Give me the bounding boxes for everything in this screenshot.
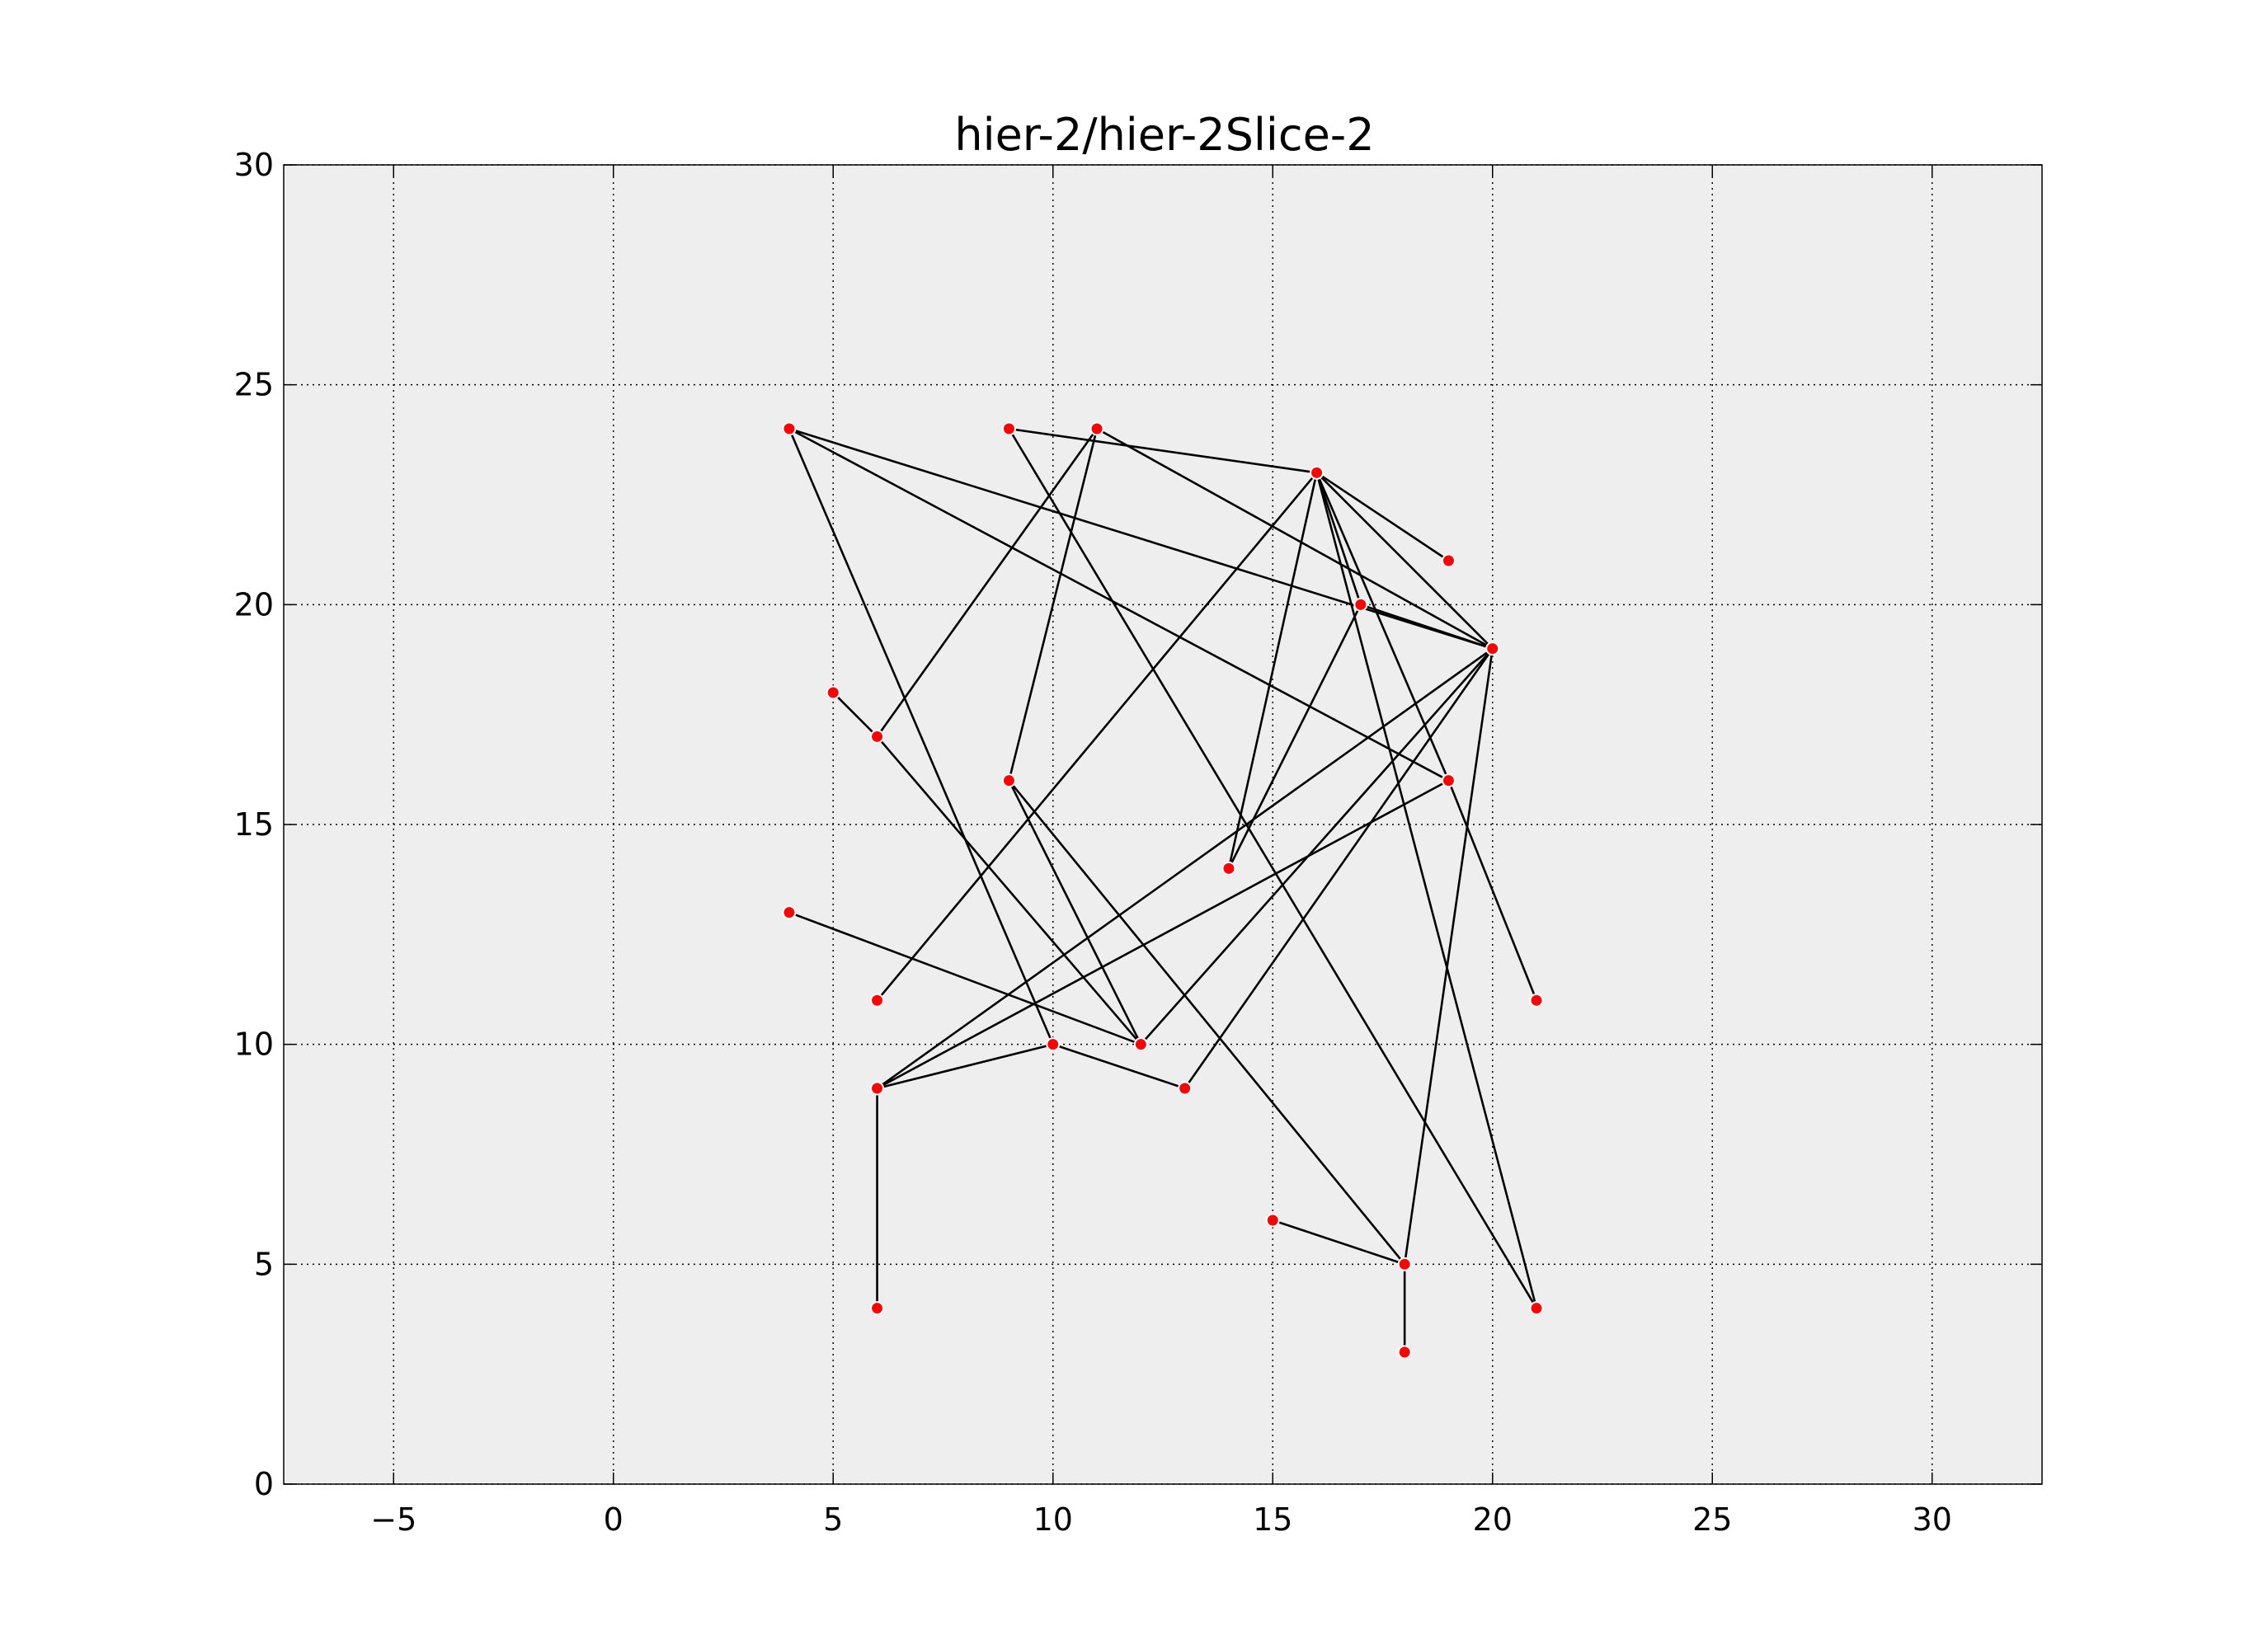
graph-node [1441, 773, 1456, 788]
y-tick-label: 25 [234, 367, 274, 403]
graph-edge [876, 647, 1494, 1090]
graph-edge [1183, 647, 1494, 1089]
graph-node [1046, 1037, 1061, 1052]
graph-edge [876, 428, 1099, 738]
x-tick-label: 0 [604, 1501, 623, 1538]
y-tick-label: 0 [254, 1466, 274, 1502]
graph-edge [788, 911, 1141, 1045]
x-tick-label: 10 [1033, 1501, 1073, 1538]
graph-edge [832, 692, 878, 738]
x-tick-label: 5 [823, 1501, 843, 1538]
graph-node [1397, 1257, 1412, 1271]
x-tick-label: 30 [1913, 1501, 1952, 1538]
graph-node [1178, 1081, 1193, 1096]
graph-node [1529, 993, 1544, 1008]
chart-title: hier-2/hier-2Slice-2 [954, 109, 1374, 161]
graph-edge [1272, 1219, 1405, 1266]
graph-edge [877, 1043, 1054, 1090]
graph-edge [1140, 647, 1494, 1045]
graph-node [1265, 1213, 1280, 1228]
graph-edge [1315, 472, 1362, 605]
graph-node [870, 1081, 885, 1096]
graph-edge [1315, 472, 1450, 782]
y-tick-label: 10 [234, 1027, 274, 1063]
x-tick-label: −5 [370, 1501, 416, 1538]
graph-edge [876, 472, 1318, 1002]
node-layer [782, 421, 1544, 1360]
graph-node [870, 993, 885, 1008]
graph-node [1133, 1037, 1148, 1052]
graph-edge [1008, 428, 1538, 1309]
graph-node [782, 421, 797, 436]
graph-node [1089, 421, 1104, 436]
graph-edge [1009, 427, 1317, 474]
graph-edge [788, 428, 1054, 1045]
graph-edge [876, 735, 1142, 1045]
tick-layer: −5 0 5 10 15 20 25 30 0 5 10 15 20 25 30 [234, 147, 2042, 1538]
graph-node [1001, 773, 1016, 788]
y-tick-label: 30 [234, 147, 274, 183]
graph-edge [876, 779, 1450, 1090]
graph-edge [1096, 427, 1494, 650]
x-tick-label: 15 [1253, 1501, 1292, 1538]
graph-edge [788, 427, 1450, 782]
y-tick-label: 20 [234, 586, 274, 622]
graph-node [782, 905, 797, 920]
graph-edge [1227, 604, 1362, 869]
graph-node [826, 685, 840, 700]
graph-node [1529, 1301, 1544, 1316]
graph-node [1397, 1345, 1412, 1360]
graph-node [1001, 421, 1016, 436]
graph-node [870, 1301, 885, 1316]
graph-edge [1052, 1043, 1186, 1090]
graph-edge [1315, 472, 1450, 562]
graph-edge [1227, 472, 1318, 869]
x-tick-label: 25 [1692, 1501, 1732, 1538]
graph-edge [1008, 779, 1406, 1266]
graph-node [1353, 597, 1368, 612]
y-tick-label: 5 [254, 1246, 274, 1282]
y-tick-label: 15 [234, 806, 274, 843]
graph-edge [1315, 472, 1494, 650]
graph-node [1441, 553, 1456, 568]
graph-edge [1447, 780, 1538, 1001]
x-tick-label: 20 [1473, 1501, 1513, 1538]
graph-node [1485, 641, 1500, 656]
graph-edge [1008, 428, 1099, 781]
graph-node [870, 729, 885, 744]
graph-edge [1403, 648, 1494, 1265]
edge-layer [788, 427, 1538, 1352]
graph-node [1221, 861, 1236, 876]
graph-node [1310, 465, 1325, 480]
graph-edge [1315, 472, 1538, 1308]
graph-edge [1360, 604, 1494, 650]
graph-edge [1008, 780, 1142, 1045]
